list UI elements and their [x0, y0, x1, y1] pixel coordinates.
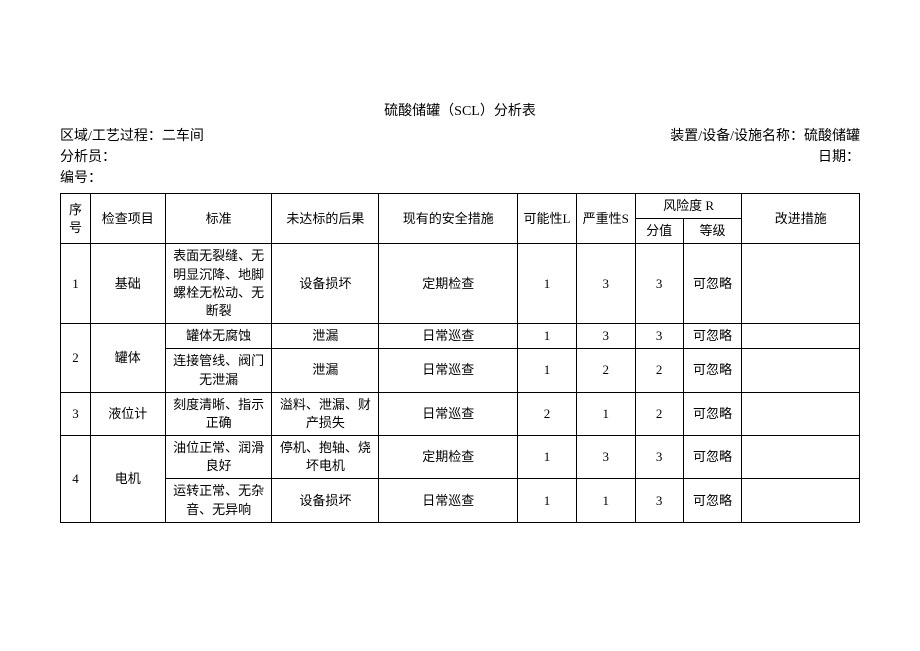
- cell-measure: 定期检查: [379, 244, 518, 324]
- area-label: 区域/工艺过程：: [60, 129, 162, 144]
- hdr-likelihood: 可能性L: [518, 194, 577, 244]
- meta-block: 区域/工艺过程：二车间 装置/设备/设施名称：硫酸储罐 分析员： 日期： 编号：: [60, 126, 860, 189]
- cell-improve: [742, 349, 860, 392]
- table-row: 1 基础 表面无裂缝、无明显沉降、地脚螺栓无松动、无断裂 设备损坏 定期检查 1…: [61, 244, 860, 324]
- cell-rl: 可忽略: [683, 392, 742, 435]
- no-field: 编号：: [60, 168, 102, 189]
- device-value: 硫酸储罐: [804, 129, 860, 144]
- cell-rl: 可忽略: [683, 436, 742, 479]
- table-body: 1 基础 表面无裂缝、无明显沉降、地脚螺栓无松动、无断裂 设备损坏 定期检查 1…: [61, 244, 860, 522]
- cell-consequence: 设备损坏: [272, 479, 379, 522]
- cell-rv: 3: [635, 479, 683, 522]
- hdr-improve: 改进措施: [742, 194, 860, 244]
- cell-l: 1: [518, 479, 577, 522]
- cell-l: 1: [518, 244, 577, 324]
- cell-item: 基础: [90, 244, 165, 324]
- cell-seq: 3: [61, 392, 91, 435]
- hdr-severity: 严重性S: [576, 194, 635, 244]
- date-label: 日期：: [818, 150, 860, 165]
- cell-rl: 可忽略: [683, 324, 742, 349]
- meta-row-2: 分析员： 日期：: [60, 147, 860, 168]
- date-field: 日期：: [818, 147, 860, 168]
- cell-consequence: 泄漏: [272, 349, 379, 392]
- hdr-risk-lvl: 等级: [683, 219, 742, 244]
- area-value: 二车间: [162, 129, 204, 144]
- hdr-risk-val: 分值: [635, 219, 683, 244]
- cell-improve: [742, 244, 860, 324]
- page-title: 硫酸储罐（SCL）分析表: [60, 100, 860, 120]
- cell-consequence: 停机、抱轴、烧坏电机: [272, 436, 379, 479]
- table-row: 4 电机 油位正常、润滑良好 停机、抱轴、烧坏电机 定期检查 1 3 3 可忽略: [61, 436, 860, 479]
- cell-seq: 1: [61, 244, 91, 324]
- cell-consequence: 泄漏: [272, 324, 379, 349]
- cell-rv: 3: [635, 324, 683, 349]
- hdr-risk: 风险度 R: [635, 194, 742, 219]
- meta-row-3: 编号：: [60, 168, 860, 189]
- cell-item: 液位计: [90, 392, 165, 435]
- cell-measure: 定期检查: [379, 436, 518, 479]
- table-row: 2 罐体 罐体无腐蚀 泄漏 日常巡查 1 3 3 可忽略: [61, 324, 860, 349]
- cell-standard: 刻度清晰、指示正确: [165, 392, 272, 435]
- hdr-measure: 现有的安全措施: [379, 194, 518, 244]
- cell-s: 1: [576, 392, 635, 435]
- analyst-label: 分析员：: [60, 150, 116, 165]
- cell-s: 3: [576, 324, 635, 349]
- cell-l: 1: [518, 324, 577, 349]
- cell-s: 1: [576, 479, 635, 522]
- table-row: 连接管线、阀门无泄漏 泄漏 日常巡查 1 2 2 可忽略: [61, 349, 860, 392]
- meta-row-1: 区域/工艺过程：二车间 装置/设备/设施名称：硫酸储罐: [60, 126, 860, 147]
- cell-item: 电机: [90, 436, 165, 523]
- cell-seq: 2: [61, 324, 91, 393]
- scl-table: 序号 检查项目 标准 未达标的后果 现有的安全措施 可能性L 严重性S 风险度 …: [60, 193, 860, 523]
- cell-consequence: 溢料、泄漏、财产损失: [272, 392, 379, 435]
- cell-l: 1: [518, 349, 577, 392]
- cell-seq: 4: [61, 436, 91, 523]
- cell-rl: 可忽略: [683, 349, 742, 392]
- device-field: 装置/设备/设施名称：硫酸储罐: [670, 126, 860, 147]
- cell-l: 1: [518, 436, 577, 479]
- cell-rv: 2: [635, 349, 683, 392]
- cell-s: 3: [576, 244, 635, 324]
- cell-measure: 日常巡查: [379, 349, 518, 392]
- no-label: 编号：: [60, 171, 102, 186]
- cell-rl: 可忽略: [683, 244, 742, 324]
- cell-improve: [742, 392, 860, 435]
- cell-consequence: 设备损坏: [272, 244, 379, 324]
- cell-l: 2: [518, 392, 577, 435]
- cell-measure: 日常巡查: [379, 479, 518, 522]
- hdr-item: 检查项目: [90, 194, 165, 244]
- cell-measure: 日常巡查: [379, 392, 518, 435]
- table-row: 3 液位计 刻度清晰、指示正确 溢料、泄漏、财产损失 日常巡查 2 1 2 可忽…: [61, 392, 860, 435]
- hdr-consequence: 未达标的后果: [272, 194, 379, 244]
- cell-rl: 可忽略: [683, 479, 742, 522]
- analyst-field: 分析员：: [60, 147, 116, 168]
- table-header: 序号 检查项目 标准 未达标的后果 现有的安全措施 可能性L 严重性S 风险度 …: [61, 194, 860, 244]
- cell-standard: 连接管线、阀门无泄漏: [165, 349, 272, 392]
- cell-improve: [742, 436, 860, 479]
- document-page: 硫酸储罐（SCL）分析表 区域/工艺过程：二车间 装置/设备/设施名称：硫酸储罐…: [0, 0, 920, 651]
- cell-standard: 运转正常、无杂音、无异响: [165, 479, 272, 522]
- cell-improve: [742, 324, 860, 349]
- cell-s: 2: [576, 349, 635, 392]
- hdr-standard: 标准: [165, 194, 272, 244]
- device-label: 装置/设备/设施名称：: [670, 129, 804, 144]
- cell-standard: 油位正常、润滑良好: [165, 436, 272, 479]
- hdr-seq: 序号: [61, 194, 91, 244]
- cell-rv: 2: [635, 392, 683, 435]
- cell-rv: 3: [635, 436, 683, 479]
- table-row: 运转正常、无杂音、无异响 设备损坏 日常巡查 1 1 3 可忽略: [61, 479, 860, 522]
- cell-improve: [742, 479, 860, 522]
- cell-item: 罐体: [90, 324, 165, 393]
- cell-standard: 表面无裂缝、无明显沉降、地脚螺栓无松动、无断裂: [165, 244, 272, 324]
- cell-standard: 罐体无腐蚀: [165, 324, 272, 349]
- cell-rv: 3: [635, 244, 683, 324]
- cell-measure: 日常巡查: [379, 324, 518, 349]
- cell-s: 3: [576, 436, 635, 479]
- area-field: 区域/工艺过程：二车间: [60, 126, 204, 147]
